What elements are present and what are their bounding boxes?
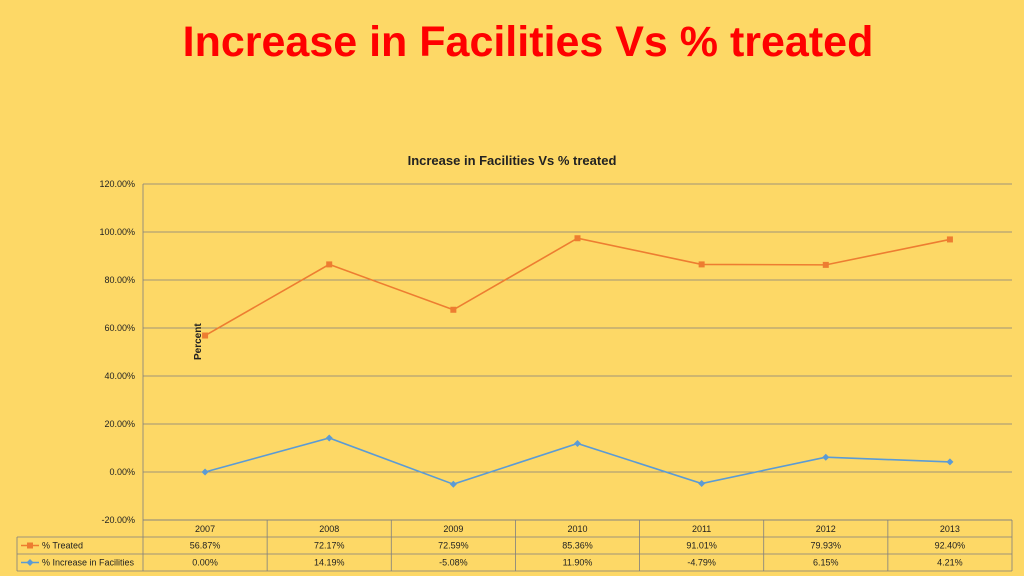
data-point-facilities <box>698 479 706 487</box>
y-axis-ticks: -20.00% 0.00% 20.00% 40.00% 60.00% 80.00% 100.… <box>99 179 135 525</box>
legend-marker-facilities <box>26 559 34 566</box>
x-tick-label: 2009 <box>443 524 463 534</box>
data-table-cell: 14.19% <box>314 558 345 568</box>
data-table-cell: 72.17% <box>314 541 345 551</box>
data-table-cell: 4.21% <box>937 558 963 568</box>
legend-marker-treated <box>27 542 33 549</box>
data-table-cell: 91.01% <box>686 541 717 551</box>
y-tick-label: 100.00% <box>99 227 135 237</box>
gridlines <box>142 183 1012 521</box>
data-point-treated <box>202 332 209 339</box>
data-table-cell: -5.08% <box>439 558 468 568</box>
data-point-treated <box>574 235 581 242</box>
data-point-facilities <box>574 439 581 447</box>
y-axis-label: Percent <box>193 323 204 360</box>
x-tick-label: 2010 <box>567 524 587 534</box>
data-table-cell: 11.90% <box>563 558 593 568</box>
y-tick-label: 40.00% <box>104 371 135 381</box>
y-tick-label: 120.00% <box>99 179 135 189</box>
chart-title: Increase in Facilities Vs % treated <box>408 153 617 168</box>
series-line-treated <box>204 237 951 337</box>
data-point-facilities <box>449 480 457 488</box>
data-table: 2007 2008 2009 2010 2011 2012 2013 % Treated 56.… <box>16 519 1013 572</box>
legend-label: % Increase in Facilities <box>42 558 135 568</box>
y-tick-label: 20.00% <box>104 419 135 429</box>
data-point-facilities <box>946 458 954 466</box>
data-table-cell: -4.79% <box>687 558 716 568</box>
series-markers <box>201 235 954 488</box>
data-point-treated <box>946 236 953 243</box>
x-tick-label: 2013 <box>940 524 960 534</box>
slide-title: Increase in Facilities Vs % treated <box>182 18 874 66</box>
data-point-treated <box>822 261 829 268</box>
x-tick-label: 2008 <box>319 524 339 534</box>
x-tick-label: 2012 <box>816 524 836 534</box>
data-point-treated <box>450 306 457 313</box>
y-tick-label: 60.00% <box>104 323 135 333</box>
y-tick-label: 0.00% <box>109 467 135 477</box>
data-table-cell: 6.15% <box>813 558 839 568</box>
data-table-cell: 79.93% <box>811 541 842 551</box>
data-table-cell: 92.40% <box>935 541 966 551</box>
data-table-cell: 72.59% <box>438 541 469 551</box>
data-point-facilities <box>201 468 209 476</box>
data-table-cell: 85.36% <box>562 541 593 551</box>
series-lines <box>204 237 951 486</box>
y-tick-label: -20.00% <box>101 515 135 525</box>
x-tick-label: 2011 <box>692 524 711 534</box>
y-tick-label: 80.00% <box>104 275 135 285</box>
data-point-treated <box>326 261 333 268</box>
data-point-treated <box>698 261 705 268</box>
data-point-facilities <box>325 434 333 442</box>
x-tick-label: 2007 <box>195 524 215 534</box>
data-table-cell: 56.87% <box>190 541 221 551</box>
data-point-facilities <box>822 453 830 461</box>
data-table-cell: 0.00% <box>192 558 218 568</box>
legend-label: % Treated <box>42 541 83 551</box>
